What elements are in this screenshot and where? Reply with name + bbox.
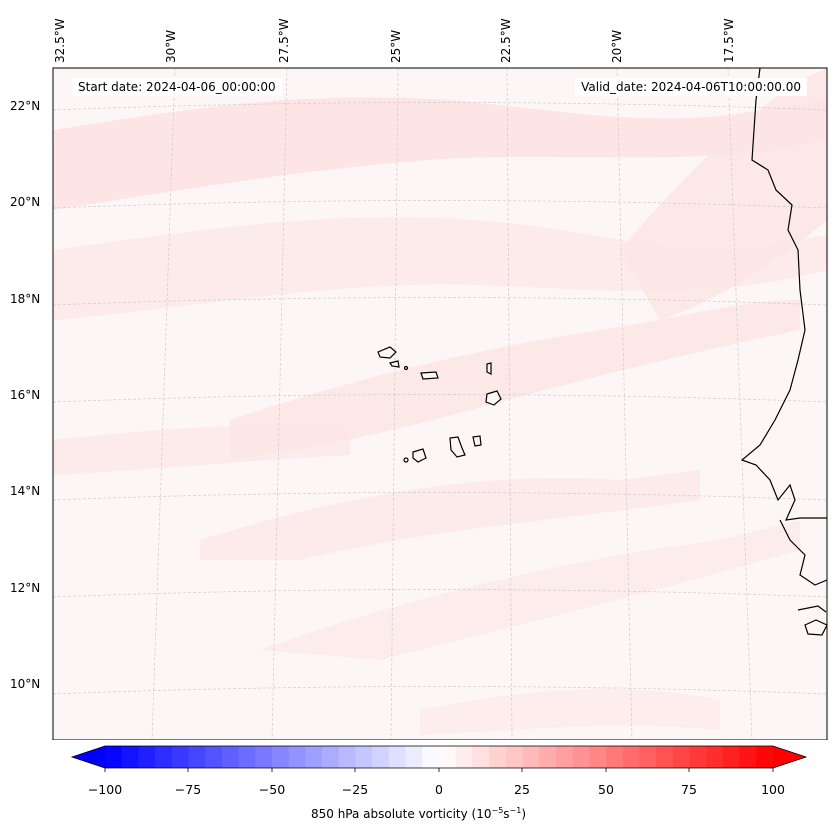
- colorbar-segment: [121, 746, 139, 768]
- colorbar-segment: [188, 746, 206, 768]
- colorbar-segment: [105, 746, 123, 768]
- colorbar-segment: [656, 746, 674, 768]
- colorbar-segment: [672, 746, 691, 768]
- colorbar-tick: 50: [598, 782, 614, 797]
- colorbar-segment: [338, 746, 357, 768]
- colorbar-segment: [706, 746, 724, 768]
- lon-label-25w: 25°W: [389, 29, 403, 63]
- colorbar-tick: 25: [514, 782, 530, 797]
- coastline-africa: [740, 67, 828, 636]
- colorbar-segment: [322, 746, 340, 768]
- gridlines: [52, 67, 828, 740]
- colorbar-segment: [555, 746, 574, 768]
- colorbar-segment: [455, 746, 473, 768]
- colorbar-segment: [439, 746, 457, 768]
- colorbar-segment: [689, 746, 707, 768]
- cape-verde-islands: [377, 346, 502, 463]
- colorbar-segment: [238, 746, 256, 768]
- lon-label-30w: 30°W: [164, 29, 178, 63]
- lon-label-22-5w: 22.5°W: [499, 18, 513, 63]
- colorbar-segment: [539, 746, 557, 768]
- colorbar-segment: [305, 746, 323, 768]
- colorbar-tick: −50: [258, 782, 286, 797]
- lat-label-18n: 18°N: [10, 292, 41, 306]
- colorbar-label: 850 hPa absolute vorticity (10−5s−1): [310, 806, 527, 821]
- colorbar-segment: [572, 746, 590, 768]
- colorbar-segment: [372, 746, 390, 768]
- colorbar-segment: [138, 746, 156, 768]
- colorbar-segment: [272, 746, 290, 768]
- vorticity-bands: [53, 68, 827, 735]
- colorbar-tick: −100: [87, 782, 123, 797]
- lon-label-20w: 20°W: [610, 29, 624, 63]
- colorbar-tick: 75: [681, 782, 697, 797]
- colorbar-segment: [171, 746, 190, 768]
- colorbar-tick: −75: [174, 782, 202, 797]
- colorbar-tick: 0: [435, 782, 443, 797]
- colorbar-segment: [405, 746, 423, 768]
- colorbar-segment: [422, 746, 440, 768]
- start-date-label: Start date: 2024-04-06_00:00:00: [72, 78, 282, 96]
- lat-label-16n: 16°N: [10, 388, 41, 402]
- lat-label-14n: 14°N: [10, 484, 41, 498]
- vorticity-map: [52, 67, 828, 740]
- colorbar-extend-max: [773, 746, 806, 768]
- colorbar-segment: [472, 746, 490, 768]
- valid-date-label: Valid_date: 2024-04-06T10:00:00.00: [575, 78, 807, 96]
- colorbar-segment: [589, 746, 607, 768]
- lon-label-27-5w: 27.5°W: [277, 18, 291, 63]
- colorbar-segment: [722, 746, 741, 768]
- colorbar-segment: [221, 746, 240, 768]
- colorbar-segment: [639, 746, 657, 768]
- colorbar-segment: [739, 746, 757, 768]
- colorbar-segment: [255, 746, 273, 768]
- colorbar-segment: [522, 746, 540, 768]
- colorbar-segment: [355, 746, 373, 768]
- lat-label-10n: 10°N: [10, 677, 41, 691]
- colorbar-segment: [622, 746, 640, 768]
- colorbar-segment: [756, 746, 774, 768]
- lon-label-17-5w: 17.5°W: [722, 18, 736, 63]
- colorbar: [70, 745, 808, 772]
- colorbar-segment: [505, 746, 524, 768]
- lat-label-22n: 22°N: [10, 99, 41, 113]
- colorbar-extend-min: [72, 746, 105, 768]
- lat-label-20n: 20°N: [10, 195, 41, 209]
- colorbar-segment: [288, 746, 306, 768]
- colorbar-tick: −25: [341, 782, 369, 797]
- lat-label-12n: 12°N: [10, 581, 41, 595]
- colorbar-segment: [205, 746, 223, 768]
- colorbar-segment: [606, 746, 624, 768]
- colorbar-tick: 100: [761, 782, 785, 797]
- map-frame: [52, 67, 828, 740]
- colorbar-segment: [155, 746, 173, 768]
- colorbar-segment: [489, 746, 507, 768]
- colorbar-segment: [388, 746, 407, 768]
- lon-label-32-5w: 32.5°W: [53, 18, 67, 63]
